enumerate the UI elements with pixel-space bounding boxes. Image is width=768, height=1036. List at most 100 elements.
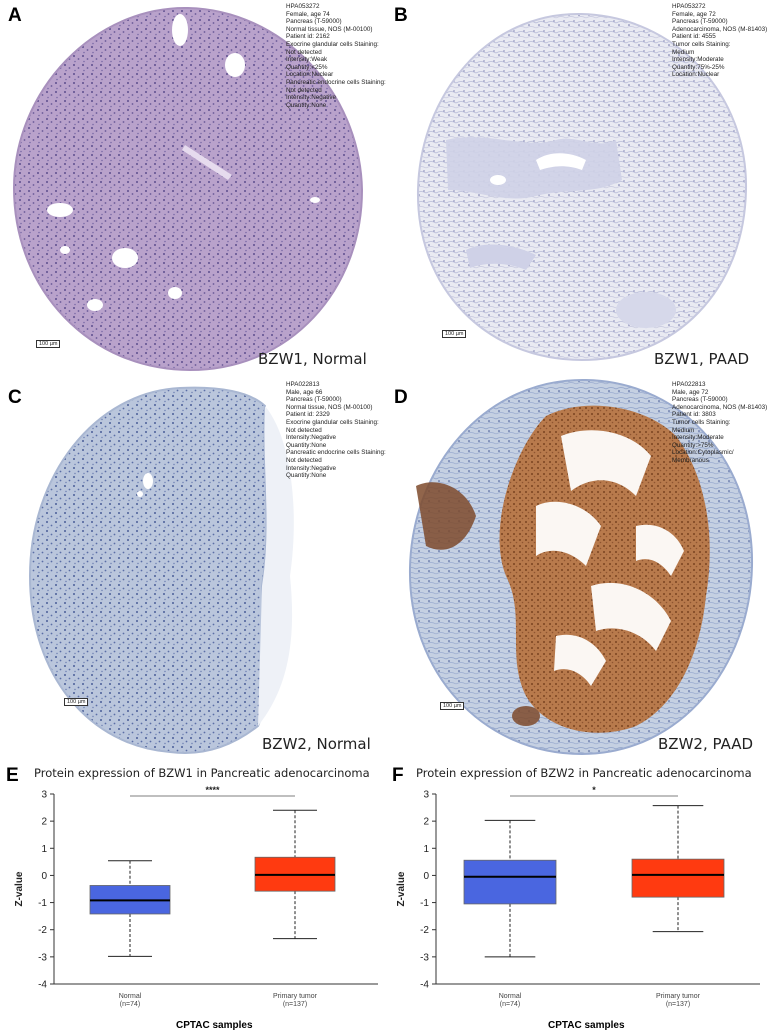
y-axis-label: Z-value: [396, 871, 407, 906]
metadata-block: HPA022813 Male, age 66 Pancreas (T-59000…: [286, 381, 386, 480]
metadata-line: Patient id: 3803: [672, 411, 716, 419]
y-tick-label: 0: [423, 871, 429, 882]
metadata-line: Female, age 74: [286, 10, 330, 18]
metadata-line: Not detected: [286, 426, 322, 434]
panel-caption: BZW1, Normal: [258, 350, 367, 368]
metadata-line: Medium: [672, 426, 695, 434]
panel-caption: BZW2, Normal: [262, 735, 371, 753]
metadata-line: HPA053272: [672, 3, 706, 10]
panel-d: D HPA022813 Male, age 72 Pancreas (T-590…: [386, 376, 768, 760]
box-tumor: [631, 858, 725, 898]
y-tick-label: -1: [420, 898, 429, 909]
tissue-image-bzw2-normal: [28, 386, 294, 754]
metadata-line: Quantity:75%-25%: [672, 63, 725, 71]
scale-bar: 100 µm: [440, 702, 465, 710]
x-tick-count: (n=137): [283, 1001, 307, 1008]
metadata-line: Male, age 72: [672, 388, 709, 396]
metadata-line: Quantity:<25%: [286, 63, 328, 71]
metadata-line: Membranous: [672, 456, 709, 464]
x-tick-label: Normal: [119, 993, 142, 1000]
x-tick-count: (n=74): [500, 1001, 520, 1008]
x-tick-label: Normal: [499, 993, 522, 1000]
metadata-line: Patient id: 4555: [672, 33, 716, 41]
metadata-line: Intensity:Negative: [286, 464, 337, 472]
metadata-line: Intensity:Moderate: [672, 56, 724, 64]
y-tick-label: -1: [38, 898, 47, 909]
metadata-line: Quantity:None: [286, 472, 327, 480]
chart-title: Protein expression of BZW1 in Pancreatic…: [34, 766, 370, 780]
y-tick-label: 0: [41, 871, 47, 882]
metadata-line: HPA022813: [672, 381, 706, 388]
metadata-line: Not detected: [286, 456, 322, 464]
y-tick-label: -3: [420, 952, 429, 963]
metadata-block: HPA053272 Female, age 72 Pancreas (T-590…: [672, 3, 767, 79]
metadata-line: Adenocarcinoma, NOS (M-81403): [672, 25, 768, 33]
y-tick-label: 2: [41, 817, 47, 828]
x-tick-count: (n=137): [666, 1001, 690, 1008]
scale-bar: 100 µm: [442, 330, 467, 338]
y-tick-label: -4: [38, 980, 47, 991]
panel-letter-b: B: [394, 5, 408, 26]
metadata-line: Normal tissue, NOS (M-00100): [286, 403, 373, 411]
chart-panel-e: E Protein expression of BZW1 in Pancreat…: [0, 762, 384, 1036]
metadata-line: Intensity:Weak: [286, 56, 328, 64]
metadata-line: Intensity:Negative: [286, 94, 337, 102]
y-tick-label: -4: [420, 980, 429, 991]
metadata-line: Male, age 66: [286, 388, 323, 396]
significance-marker: *: [592, 785, 596, 795]
y-tick-label: 3: [41, 790, 47, 801]
panel-caption: BZW2, PAAD: [658, 735, 754, 753]
panel-letter-d: D: [394, 387, 408, 408]
chart-title: Protein expression of BZW2 in Pancreatic…: [416, 766, 752, 780]
metadata-line: Pancreas (T-59000): [286, 396, 342, 404]
y-tick-label: 2: [423, 817, 429, 828]
tissue-image-bzw1-normal: [12, 6, 364, 372]
metadata-line: Pancreas (T-59000): [286, 18, 342, 26]
metadata-line: Location:Cytoplasmic/: [672, 449, 734, 457]
metadata-block: HPA022813 Male, age 72 Pancreas (T-59000…: [672, 381, 767, 465]
metadata-line: Tumor cells Staining:: [672, 40, 731, 48]
tissue-image-bzw1-paad: [416, 12, 748, 362]
box-normal: [463, 859, 557, 905]
metadata-line: Quantity:None: [286, 441, 327, 449]
chart-panel-f: F Protein expression of BZW2 in Pancreat…: [384, 762, 768, 1036]
y-tick-label: 3: [423, 790, 429, 801]
y-tick-label: 1: [41, 844, 47, 855]
panel-letter-c: C: [8, 387, 22, 408]
x-tick-label: Primary tumor: [656, 993, 701, 1000]
metadata-line: Normal tissue, NOS (M-00100): [286, 25, 373, 33]
metadata-block: HPA053272 Female, age 74 Pancreas (T-590…: [286, 3, 386, 109]
panel-a: A HPA053272 Female, age 74 Pancreas (T-5…: [0, 0, 386, 372]
metadata-line: Location:Nuclear: [286, 71, 334, 79]
metadata-line: Pancreas (T-59000): [672, 18, 728, 26]
metadata-line: Quantity:>75%: [672, 441, 714, 449]
metadata-line: HPA022813: [286, 381, 320, 388]
scale-bar: 100 µm: [64, 698, 89, 706]
metadata-line: Exocrine glandular cells Staining:: [286, 40, 379, 48]
panel-c: C HPA022813 Male, age 66 Pancreas (T-590…: [0, 376, 386, 760]
boxplot-bzw1: 3 2 1 0 -1 -2 -3 -4 Z-value Normal(n=74) Primary t…: [14, 785, 378, 1008]
panel-letter-a: A: [8, 5, 22, 26]
metadata-line: Location:Nuclear: [672, 71, 720, 79]
metadata-line: Exocrine glandular cells Staining:: [286, 418, 379, 426]
x-axis-title: CPTAC samples: [176, 1020, 253, 1031]
metadata-line: Intensity:Negative: [286, 434, 337, 442]
y-tick-label: -2: [420, 925, 429, 936]
panel-caption: BZW1, PAAD: [654, 350, 750, 368]
metadata-line: Pancreatic endocrine cells Staining:: [286, 449, 386, 457]
y-tick-label: -2: [38, 925, 47, 936]
x-tick-count: (n=74): [120, 1001, 140, 1008]
metadata-line: Tumor cells Staining:: [672, 418, 731, 426]
y-axis-label: Z-value: [14, 871, 25, 906]
y-tick-label: -3: [38, 952, 47, 963]
metadata-line: Quantity:None: [286, 101, 327, 109]
significance-marker: ****: [205, 785, 220, 795]
metadata-line: Pancreas (T-59000): [672, 396, 728, 404]
metadata-line: Not detected: [286, 86, 322, 94]
metadata-line: Female, age 72: [672, 10, 716, 18]
metadata-line: Intensity:Moderate: [672, 434, 724, 442]
scale-bar: 100 µm: [36, 340, 61, 348]
x-axis-title: CPTAC samples: [548, 1020, 625, 1031]
metadata-line: Patient id: 2329: [286, 411, 330, 419]
panel-b: B HPA053272 Female, age 72 Pancreas (T-5…: [386, 0, 768, 372]
